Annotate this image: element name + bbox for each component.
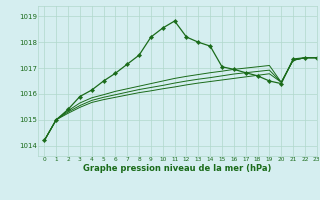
X-axis label: Graphe pression niveau de la mer (hPa): Graphe pression niveau de la mer (hPa): [84, 164, 272, 173]
